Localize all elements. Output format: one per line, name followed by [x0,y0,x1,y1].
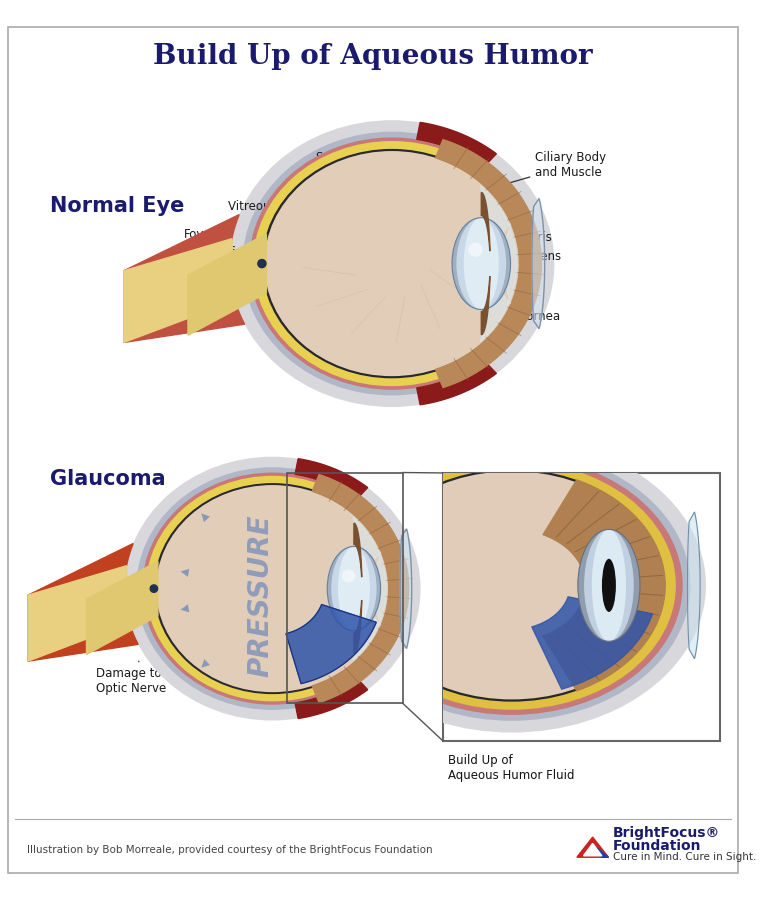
FancyArrow shape [181,569,254,585]
Polygon shape [577,837,608,857]
Text: Foundation: Foundation [613,839,701,853]
Text: Vitreous Body: Vitreous Body [228,200,310,216]
Ellipse shape [328,546,381,631]
Ellipse shape [474,220,488,307]
Text: Lens: Lens [513,250,562,264]
Text: Iris: Iris [513,231,553,244]
Text: Normal Eye: Normal Eye [50,196,184,216]
Circle shape [258,259,266,267]
Ellipse shape [578,529,640,642]
Polygon shape [188,234,266,336]
Ellipse shape [456,218,506,310]
Ellipse shape [341,455,682,715]
Text: Build Up of Aqueous Humor: Build Up of Aqueous Humor [153,42,593,69]
Text: Optic
Nerve: Optic Nerve [183,288,232,316]
Ellipse shape [142,472,402,705]
Ellipse shape [243,131,541,395]
Ellipse shape [602,559,616,612]
Ellipse shape [249,138,535,390]
Ellipse shape [262,148,522,378]
Text: Ciliary Body
and Muscle: Ciliary Body and Muscle [507,151,606,184]
Polygon shape [532,597,652,689]
FancyArrow shape [181,597,254,612]
Polygon shape [87,562,158,654]
Polygon shape [543,480,665,691]
FancyArrow shape [201,612,257,668]
Ellipse shape [452,218,511,310]
Ellipse shape [347,549,360,628]
FancyArrow shape [201,513,257,572]
Polygon shape [28,544,138,662]
Ellipse shape [332,546,377,631]
Text: Fovea
Centralis
in Macula: Fovea Centralis in Macula [183,228,268,271]
Polygon shape [400,529,412,648]
Ellipse shape [359,469,665,702]
Ellipse shape [464,218,499,310]
Ellipse shape [348,461,675,710]
Ellipse shape [264,151,519,376]
Ellipse shape [468,243,483,256]
Polygon shape [532,199,544,328]
Text: Trabecular
Meshwork: Trabecular Meshwork [604,668,665,717]
Text: Damage to the
Optic Nerve: Damage to the Optic Nerve [96,662,184,696]
Text: Cornea: Cornea [512,310,560,323]
Polygon shape [481,193,490,251]
Ellipse shape [584,529,633,642]
Polygon shape [28,566,129,662]
Ellipse shape [361,472,662,699]
Circle shape [151,585,158,592]
Ellipse shape [342,570,355,582]
Polygon shape [583,843,602,856]
Polygon shape [124,214,245,343]
Text: Glaucoma: Glaucoma [50,469,165,489]
Polygon shape [312,474,409,703]
Polygon shape [124,238,235,343]
Ellipse shape [124,456,420,721]
Text: Build Up of
Aqueous Humor Fluid: Build Up of Aqueous Humor Fluid [448,754,575,782]
Polygon shape [354,523,362,577]
Ellipse shape [317,438,706,733]
Text: Illustration by Bob Morreale, provided courtesy of the BrightFocus Foundation: Illustration by Bob Morreale, provided c… [27,844,432,855]
Text: Sclera: Sclera [315,151,357,176]
Ellipse shape [156,485,388,692]
Polygon shape [286,605,376,684]
Ellipse shape [333,450,690,721]
Ellipse shape [229,121,555,407]
Ellipse shape [154,483,391,694]
Text: Choroid: Choroid [296,168,342,188]
Text: Cure in Mind. Cure in Sight.: Cure in Mind. Cure in Sight. [613,852,756,862]
FancyBboxPatch shape [442,472,720,741]
Polygon shape [354,600,362,654]
Ellipse shape [253,141,531,386]
Polygon shape [687,512,700,659]
Ellipse shape [592,529,626,642]
FancyBboxPatch shape [8,28,738,872]
Polygon shape [478,185,517,342]
Polygon shape [594,846,608,857]
Ellipse shape [338,546,370,631]
Polygon shape [295,459,367,500]
Polygon shape [435,140,541,388]
Polygon shape [295,678,367,718]
Text: PRESSURE: PRESSURE [246,514,275,677]
Polygon shape [417,360,496,405]
Text: BrightFocus®: BrightFocus® [613,826,720,840]
Ellipse shape [146,476,399,701]
Polygon shape [351,517,386,661]
Polygon shape [417,122,496,166]
Polygon shape [481,276,490,335]
Ellipse shape [136,467,409,710]
